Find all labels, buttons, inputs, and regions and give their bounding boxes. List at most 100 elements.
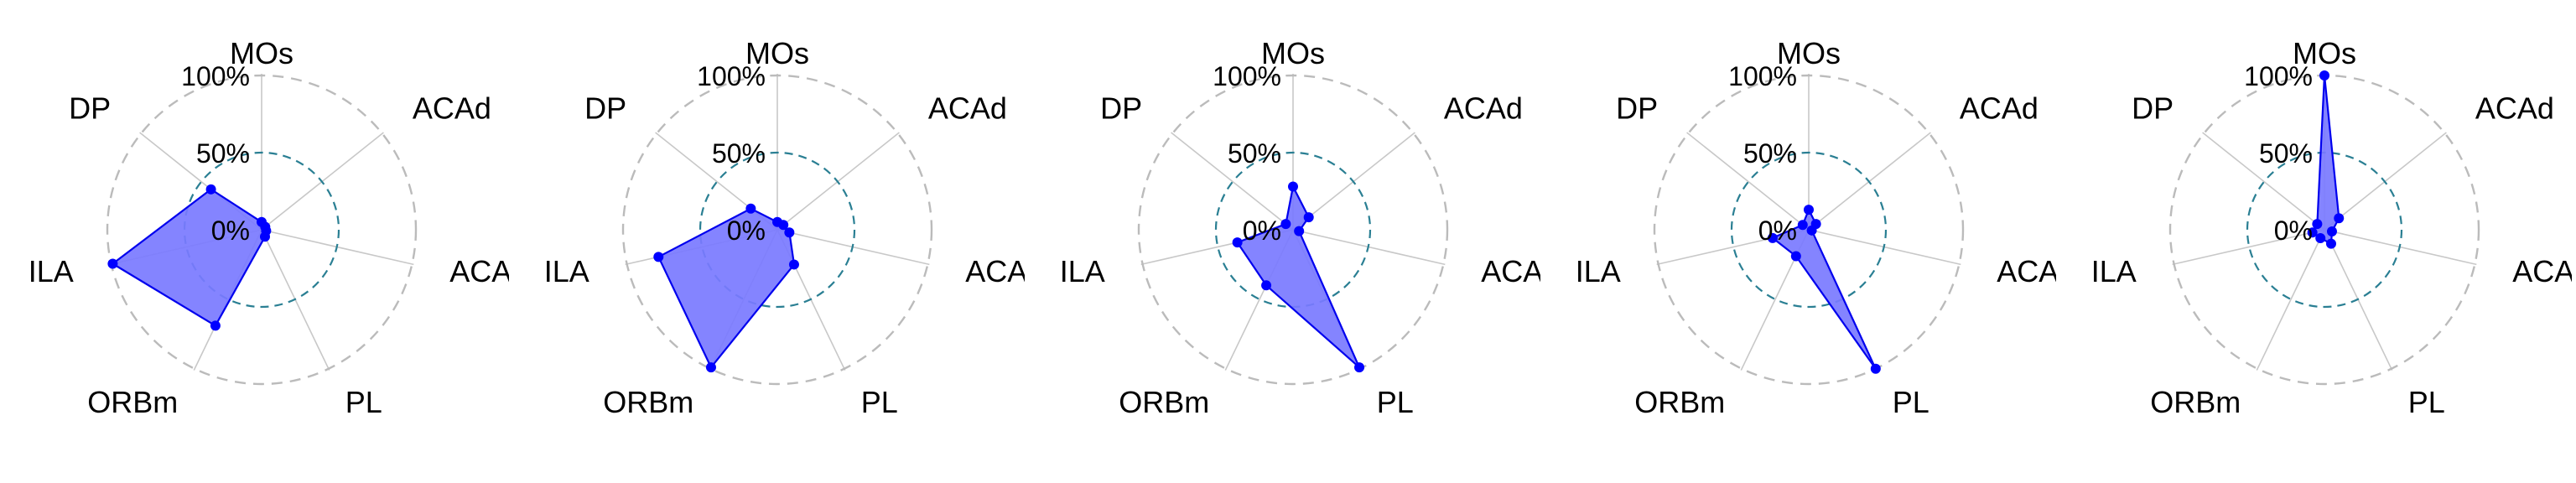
axis-label-PL: PL [2408, 385, 2445, 419]
axis-label-ILA: ILA [1576, 254, 1621, 288]
axis-label-ORBm: ORBm [1119, 385, 1209, 419]
radar-chart-1: 100% 50% 0% MOs ACAd ACAv PL ORBm ILA DP [29, 36, 526, 419]
data-point-MOs [1288, 181, 1298, 192]
radar-chart-4: 100% 50% 0% MOs ACAd ACAv PL ORBm ILA DP [1576, 36, 2073, 419]
axis-label-MOs: MOs [745, 36, 809, 70]
radial-label-0: 100% [2244, 61, 2313, 91]
data-point-ILA [107, 258, 118, 269]
axis-label-ILA: ILA [2091, 254, 2137, 288]
radar-chart-3: 100% 50% 0% MOs ACAd ACAv PL ORBm ILA DP [1060, 36, 1557, 419]
ring-100 [621, 74, 933, 386]
axis-label-MOs: MOs [2293, 36, 2356, 70]
data-point-ACAd [2334, 213, 2345, 224]
axis-label-ACAd: ACAd [2475, 91, 2554, 126]
radar-chart-5: 100% 50% 0% MOs ACAd ACAv PL ORBm ILA DP [2091, 36, 2576, 419]
axis-label-ORBm: ORBm [1634, 385, 1725, 419]
axis-label-MOs: MOs [1777, 36, 1841, 70]
data-point-DP [1797, 220, 1808, 231]
spoke-DP [2202, 132, 2325, 231]
radar-chart-2: 100% 50% 0% MOs ACAd ACAv PL ORBm ILA DP [544, 36, 1041, 419]
radial-label-1: 50% [712, 138, 766, 169]
radial-label-2: 0% [1243, 216, 1281, 246]
data-point-ORBm [2315, 232, 2326, 243]
axis-label-DP: DP [1100, 91, 1142, 126]
axis-label-ACAd: ACAd [1444, 91, 1523, 126]
data-point-ACAd [778, 220, 789, 231]
axis-label-ACAd: ACAd [928, 91, 1007, 126]
ring-100 [106, 74, 418, 386]
data-point-DP [205, 184, 216, 195]
axis-label-DP: DP [1616, 91, 1658, 126]
ring-50 [1730, 151, 1888, 309]
radial-label-0: 100% [1728, 61, 1797, 91]
radial-label-2: 0% [727, 216, 766, 246]
data-point-DP [745, 203, 756, 214]
data-point-MOs [1804, 205, 1814, 216]
radial-label-1: 50% [196, 138, 250, 169]
data-point-ACAd [1303, 212, 1314, 223]
axis-label-DP: DP [584, 91, 626, 126]
spoke-ORBm [2256, 229, 2325, 371]
data-point-ACAv [1294, 226, 1305, 236]
data-point-ILA [1232, 237, 1243, 248]
ring-100 [1653, 74, 1965, 386]
ring-50 [183, 151, 340, 309]
axis-label-DP: DP [69, 91, 111, 126]
axis-label-ACAv: ACAv [449, 254, 526, 288]
spoke-ILA [2172, 229, 2325, 266]
data-point-ORBm [1261, 280, 1272, 291]
radial-label-0: 100% [181, 61, 250, 91]
axis-label-ACAd: ACAd [1960, 91, 2038, 126]
axis-label-ILA: ILA [29, 254, 74, 288]
axis-label-ORBm: ORBm [603, 385, 693, 419]
data-point-PL [2325, 238, 2336, 249]
data-point-ACAv [2326, 226, 2337, 237]
data-point-PL [1354, 362, 1365, 373]
data-point-PL [788, 259, 799, 270]
axis-label-ORBm: ORBm [2150, 385, 2241, 419]
radial-label-2: 0% [2274, 216, 2313, 246]
data-point-ACAv [1806, 225, 1817, 236]
axis-label-ILA: ILA [544, 254, 589, 288]
axis-label-PL: PL [1893, 385, 1929, 419]
data-point-ORBm [1790, 251, 1801, 262]
data-polygon [112, 188, 267, 327]
data-polygon [1236, 185, 1361, 369]
data-point-MOs [2319, 70, 2329, 80]
axis-label-ACAv: ACAv [1481, 254, 1557, 288]
radial-label-2: 0% [1758, 216, 1797, 246]
radial-label-1: 50% [2259, 138, 2313, 169]
axis-label-DP: DP [2132, 91, 2174, 126]
axis-label-PL: PL [345, 385, 382, 419]
axis-label-ACAv: ACAv [1997, 254, 2073, 288]
radial-label-0: 100% [1213, 61, 1281, 91]
spoke-DP [1686, 132, 1810, 231]
axis-label-ACAd: ACAd [413, 91, 491, 126]
axis-label-ORBm: ORBm [87, 385, 178, 419]
data-point-ILA [2307, 227, 2318, 238]
data-point-ILA [1767, 232, 1778, 243]
data-point-PL [259, 231, 270, 242]
radial-label-1: 50% [1228, 138, 1281, 169]
data-point-ILA [653, 252, 664, 262]
data-point-ORBm [705, 362, 716, 373]
axis-label-ILA: ILA [1060, 254, 1105, 288]
radial-label-2: 0% [211, 216, 250, 246]
data-point-DP [2312, 219, 2323, 230]
ring-50 [699, 151, 856, 309]
ring-100 [1137, 74, 1449, 386]
axis-label-PL: PL [1377, 385, 1414, 419]
data-point-ORBm [210, 320, 221, 331]
axis-label-ACAv: ACAv [2512, 254, 2576, 288]
data-point-PL [1870, 363, 1881, 374]
radial-label-1: 50% [1743, 138, 1797, 169]
axis-label-MOs: MOs [230, 36, 293, 70]
axis-label-PL: PL [861, 385, 898, 419]
spoke-DP [1171, 132, 1294, 231]
radial-label-0: 100% [697, 61, 766, 91]
axis-label-MOs: MOs [1261, 36, 1325, 70]
axis-label-ACAv: ACAv [965, 254, 1041, 288]
data-point-ACAv [784, 227, 795, 238]
